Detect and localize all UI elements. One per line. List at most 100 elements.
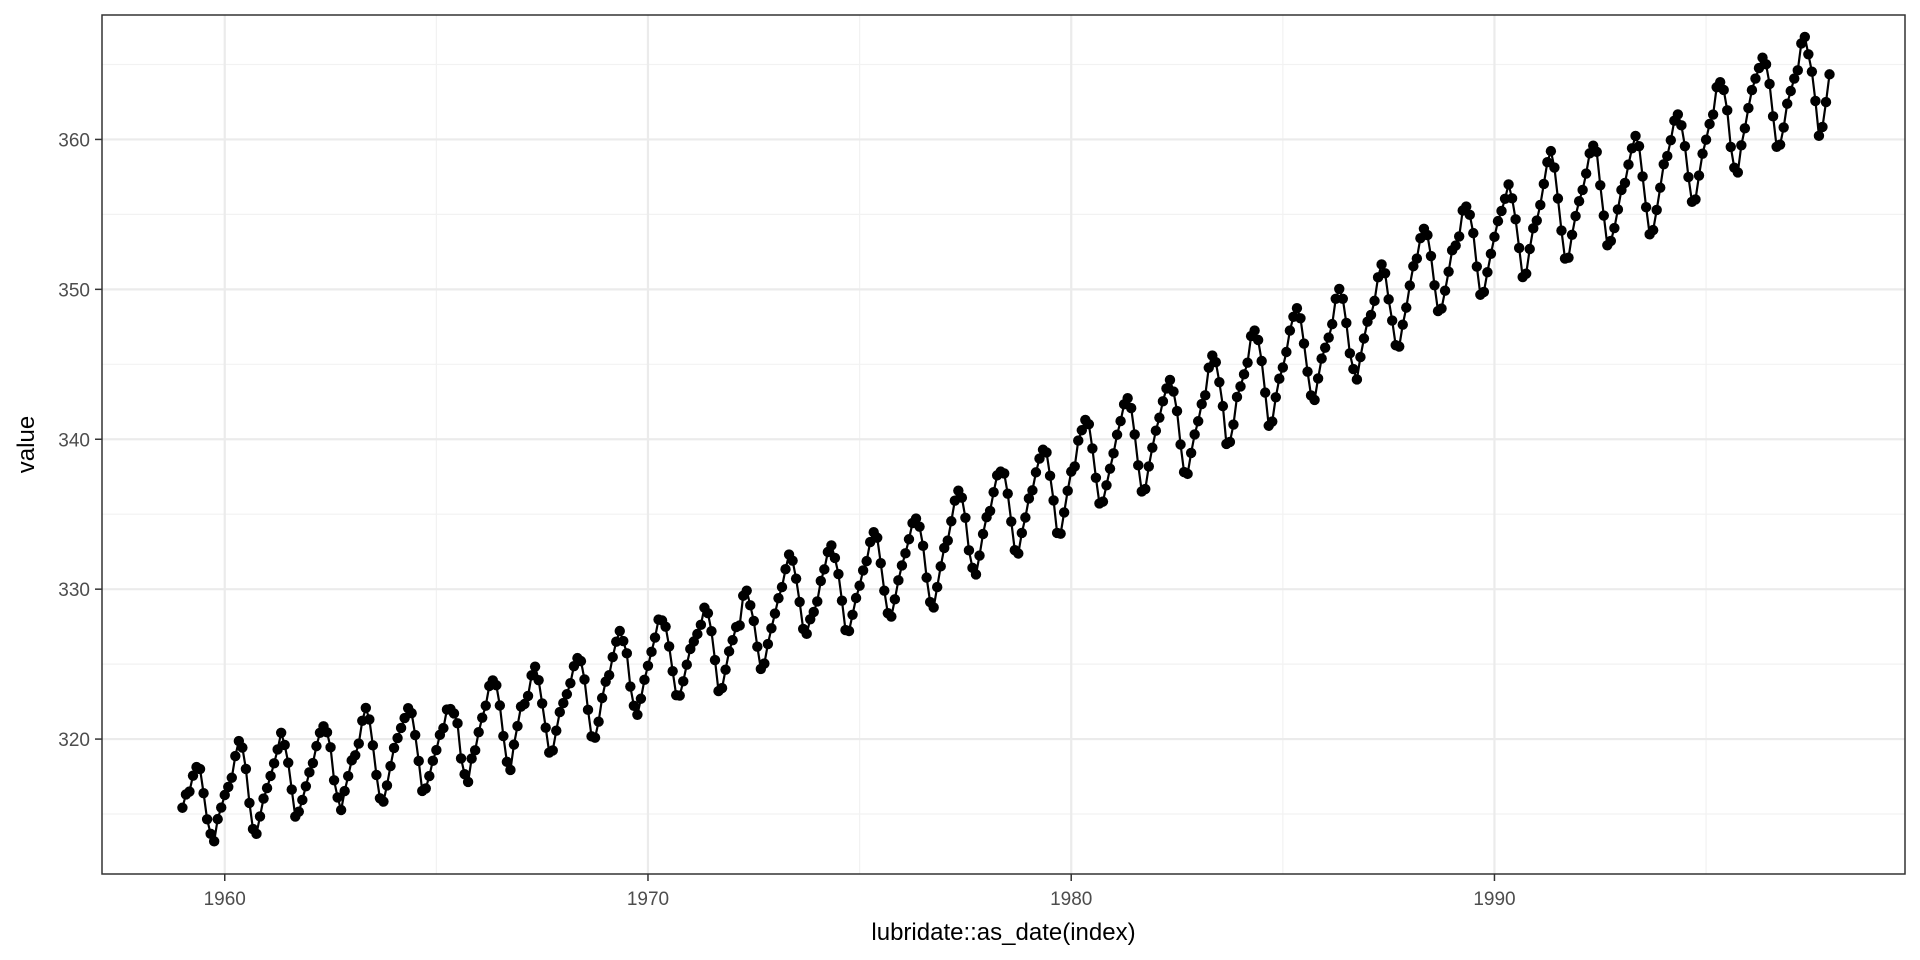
data-point xyxy=(787,555,798,566)
data-point xyxy=(935,561,946,572)
data-point xyxy=(297,794,308,806)
data-point xyxy=(1334,283,1345,295)
data-point xyxy=(1510,214,1521,225)
data-point xyxy=(776,581,788,593)
data-point xyxy=(300,781,312,792)
data-point xyxy=(1570,210,1581,222)
data-point xyxy=(1704,118,1715,130)
data-point xyxy=(258,793,269,804)
data-point xyxy=(1006,516,1017,527)
data-point xyxy=(1619,177,1631,189)
data-point xyxy=(335,804,347,816)
data-point xyxy=(603,670,615,681)
data-point xyxy=(1157,396,1169,407)
data-point xyxy=(999,468,1010,479)
data-point xyxy=(251,828,262,840)
data-point xyxy=(1436,303,1447,314)
data-point xyxy=(1164,374,1176,386)
data-point xyxy=(371,769,382,781)
data-point xyxy=(1365,309,1377,321)
data-point xyxy=(1108,448,1119,459)
data-point xyxy=(1348,363,1359,375)
data-point xyxy=(392,732,403,744)
y-tick-label: 330 xyxy=(58,580,90,601)
data-point xyxy=(1133,460,1144,471)
data-point xyxy=(388,742,400,754)
data-point xyxy=(477,712,488,723)
data-point xyxy=(307,757,319,769)
data-point xyxy=(614,625,625,637)
data-point xyxy=(766,623,777,634)
data-point xyxy=(1238,369,1250,380)
data-point xyxy=(529,661,541,672)
data-point xyxy=(1189,429,1200,440)
data-point xyxy=(293,806,305,817)
data-point xyxy=(201,814,213,825)
data-point xyxy=(1235,381,1246,392)
data-point xyxy=(554,706,565,718)
data-point xyxy=(1429,280,1440,291)
data-point xyxy=(431,744,442,756)
data-point xyxy=(970,569,982,580)
data-point xyxy=(469,745,481,756)
data-point xyxy=(1556,225,1567,236)
data-point xyxy=(1633,140,1645,152)
data-point xyxy=(773,592,784,604)
data-point xyxy=(1214,376,1225,388)
data-point xyxy=(745,600,756,611)
data-point xyxy=(1679,140,1691,152)
data-point xyxy=(723,646,735,657)
data-point xyxy=(900,548,911,559)
data-point xyxy=(1577,184,1588,196)
x-axis-title: lubridate::as_date(index) xyxy=(871,919,1135,946)
data-point xyxy=(1595,180,1606,191)
data-point xyxy=(1154,412,1165,423)
data-point xyxy=(1817,121,1828,133)
data-point xyxy=(1722,105,1733,116)
data-point xyxy=(1295,313,1306,324)
data-point xyxy=(946,516,957,527)
data-point xyxy=(230,750,241,762)
data-point xyxy=(1736,140,1747,151)
data-point xyxy=(977,528,989,540)
data-point xyxy=(1168,386,1179,397)
data-point xyxy=(1461,201,1472,212)
data-point xyxy=(208,836,220,847)
data-point xyxy=(286,784,297,795)
data-point xyxy=(812,596,823,607)
data-point xyxy=(1774,139,1786,150)
data-point xyxy=(1044,470,1056,482)
data-point xyxy=(1383,294,1394,305)
data-point xyxy=(1087,443,1098,454)
y-tick-label: 340 xyxy=(58,430,90,451)
data-point xyxy=(1623,159,1634,170)
series-value xyxy=(177,31,1835,847)
data-point xyxy=(342,770,354,782)
data-point xyxy=(1630,130,1641,142)
data-point xyxy=(1468,227,1479,239)
data-point xyxy=(237,742,248,753)
data-point xyxy=(632,709,643,720)
y-tick-label: 350 xyxy=(58,280,90,301)
data-point xyxy=(642,660,654,671)
data-point xyxy=(1249,325,1260,336)
y-tick-label: 360 xyxy=(58,130,90,151)
data-point xyxy=(1714,76,1726,88)
data-point xyxy=(1799,31,1811,43)
data-point xyxy=(1563,252,1574,263)
data-point xyxy=(1453,231,1465,242)
data-point xyxy=(836,595,848,606)
data-point xyxy=(1697,148,1708,159)
data-point xyxy=(452,718,463,729)
data-point xyxy=(1718,84,1729,96)
data-point xyxy=(1034,453,1045,464)
data-point xyxy=(646,646,657,658)
data-point xyxy=(1767,111,1779,122)
data-point xyxy=(1274,373,1285,384)
data-point xyxy=(956,492,968,503)
data-point xyxy=(501,756,513,768)
data-point xyxy=(1683,171,1694,183)
data-point xyxy=(1083,419,1095,430)
data-point xyxy=(727,634,738,646)
